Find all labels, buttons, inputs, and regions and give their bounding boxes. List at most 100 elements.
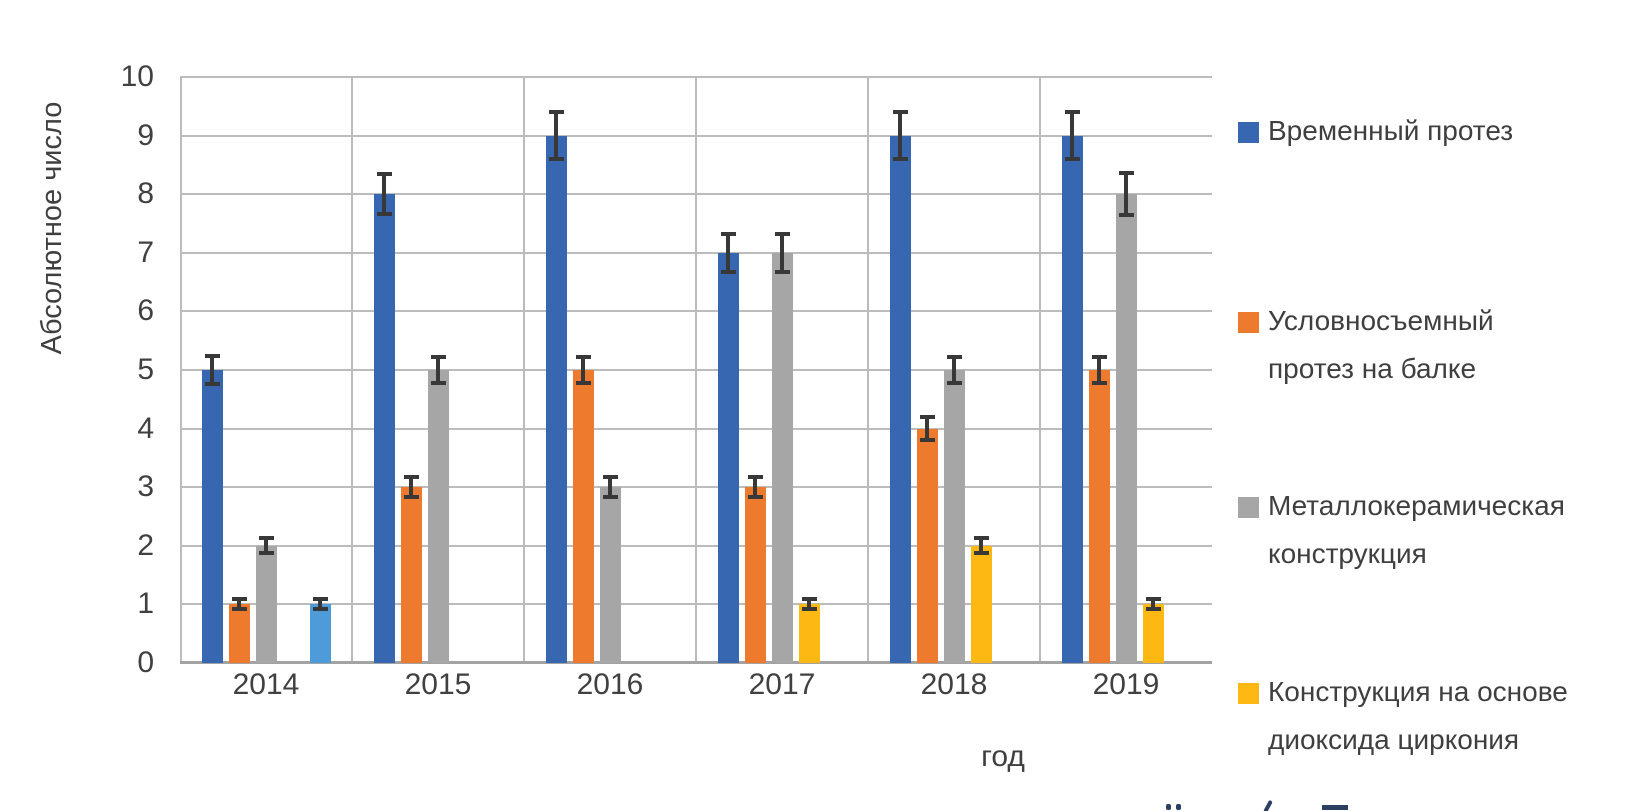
legend-item-konstrukciya-na-osnove-dioksida-cirkoniya: Конструкция на основе диоксида циркония <box>1238 668 1568 764</box>
error-bar-vremennyj-protez-2016 <box>548 110 564 161</box>
caption-fragment-mark <box>1322 805 1348 810</box>
error-bar-metallokeramicheskaya-konstrukciya-2018 <box>946 354 962 386</box>
error-bar-cap <box>774 269 790 274</box>
error-bar-stem <box>898 112 902 159</box>
y-tick-label: 5 <box>137 353 154 386</box>
bar-vremennyj-protez-2015 <box>373 194 395 663</box>
error-bar-cap <box>548 156 564 161</box>
error-bar-stem <box>753 477 757 497</box>
error-bar-konstrukciya-na-osnove-dioksida-cirkoniya-2017 <box>801 597 817 612</box>
error-bar-uslovnosemnyj-protez-na-balke-2018 <box>919 415 935 443</box>
error-bar-stem <box>210 356 214 384</box>
error-bar-cap <box>312 607 328 612</box>
legend-label-uslovnosemnyj-protez-na-balke: Условносъемный протез на балке <box>1268 305 1494 384</box>
error-bar-cap <box>1145 607 1161 612</box>
caption-fragment-mark <box>1176 804 1181 810</box>
y-tick-label: 3 <box>137 470 154 504</box>
legend-swatch-metallokeramicheskaya-konstrukciya <box>1238 497 1259 518</box>
x-tick-label: 2016 <box>576 668 644 701</box>
error-bar-konstrukciya-na-osnove-dioksida-cirkoniya-2019 <box>1145 597 1161 612</box>
error-bar-vremennyj-protez-2018 <box>892 110 908 161</box>
error-bar-stem <box>608 477 612 497</box>
y-axis-ticks: 0 1 2 3 4 5 6 7 8 9 10 <box>0 0 154 811</box>
x-axis-title: год <box>981 740 1025 773</box>
error-bar-uslovnosemnyj-protez-na-balke-2017 <box>747 475 763 499</box>
x-tick-label: 2018 <box>920 668 988 701</box>
y-tick-label: 0 <box>137 646 154 679</box>
error-bar-stem <box>382 173 386 215</box>
bar-konstrukciya-na-osnove-dioksida-cirkoniya-2018 <box>970 545 992 663</box>
y-tick-label: 1 <box>137 587 154 621</box>
bar-vremennyj-protez-2016 <box>545 135 567 663</box>
y-tick-label: 4 <box>137 411 154 445</box>
bar-vremennyj-protez-2017 <box>717 252 739 663</box>
bar-metallokeramicheskaya-konstrukciya-2014 <box>255 545 277 663</box>
error-bar-cap <box>403 494 419 499</box>
legend-label-vremennyj-protez: Временный протез <box>1268 115 1514 146</box>
legend-item-uslovnosemnyj-protez-na-balke: Условносъемный протез на балке <box>1238 297 1494 393</box>
error-bar-vremennyj-protez-2017 <box>720 231 736 274</box>
x-axis-line <box>180 661 1212 664</box>
error-bar-cap <box>1091 381 1107 386</box>
error-bar-cap <box>231 607 247 612</box>
gridline-vertical <box>523 77 525 663</box>
error-bar-cap <box>1064 156 1080 161</box>
error-bar-stem <box>1097 356 1101 384</box>
error-bar-uslovnosemnyj-protez-na-balke-2019 <box>1091 354 1107 386</box>
error-bar-stem <box>726 233 730 272</box>
error-bar-uslovnosemnyj-protez-na-balke-2016 <box>575 354 591 386</box>
error-bar-vremennyj-protez-2014 <box>204 354 220 386</box>
error-bar-stem <box>264 538 268 554</box>
error-bar-stem <box>554 112 558 159</box>
error-bar-stem <box>979 538 983 554</box>
bar-metallokeramicheskaya-konstrukciya-2016 <box>599 487 621 663</box>
y-tick-label: 6 <box>137 294 154 328</box>
error-bar-stem <box>409 477 413 497</box>
error-bar-metallokeramicheskaya-konstrukciya-2019 <box>1118 171 1134 218</box>
error-bar-uslovnosemnyj-protez-na-balke-2014 <box>231 597 247 612</box>
error-bar-cap <box>919 438 935 443</box>
x-tick-label: 2019 <box>1092 668 1160 701</box>
error-bar-cap <box>1118 213 1134 218</box>
bar-uslovnosemnyj-protez-na-balke-2019 <box>1088 370 1110 663</box>
bar-uslovnosemnyj-protez-na-balke-2018 <box>916 428 938 663</box>
y-axis-line <box>180 77 182 663</box>
legend-item-metallokeramicheskaya-konstrukciya: Металлокерамическая конструкция <box>1238 482 1565 578</box>
error-bar-metallokeramicheskaya-konstrukciya-2014 <box>258 536 274 556</box>
x-tick-label: 2015 <box>404 668 472 701</box>
bar-konstrukciya-na-osnove-dioksida-cirkoniya-2017 <box>798 604 820 663</box>
error-bar-stem <box>925 417 929 441</box>
gridline-vertical <box>1039 77 1041 663</box>
legend-swatch-vremennyj-protez <box>1238 122 1259 143</box>
bar-uslovnosemnyj-protez-na-balke-2016 <box>572 370 594 663</box>
error-bar-stem <box>780 233 784 272</box>
bar-unlabeled-series-5-2014 <box>309 604 331 663</box>
caption-fragment-mark <box>1166 804 1171 810</box>
error-bar-cap <box>720 269 736 274</box>
y-tick-label: 8 <box>137 177 154 211</box>
y-tick-label: 2 <box>137 528 154 562</box>
gridline-vertical <box>867 77 869 663</box>
error-bar-metallokeramicheskaya-konstrukciya-2016 <box>602 475 618 499</box>
error-bar-cap <box>602 494 618 499</box>
legend-label-metallokeramicheskaya-konstrukciya: Металлокерамическая конструкция <box>1268 490 1565 569</box>
caption-fragment-mark <box>1263 799 1273 811</box>
error-bar-cap <box>376 212 392 217</box>
gridline-vertical <box>695 77 697 663</box>
bar-uslovnosemnyj-protez-na-balke-2014 <box>228 604 250 663</box>
legend-label-konstrukciya-na-osnove-dioksida-cirkoniya: Конструкция на основе диоксида циркония <box>1268 676 1568 755</box>
bar-metallokeramicheskaya-konstrukciya-2019 <box>1115 194 1137 663</box>
y-tick-label: 9 <box>137 118 154 152</box>
error-bar-stem <box>237 599 241 610</box>
bar-vremennyj-protez-2014 <box>201 370 223 663</box>
legend-swatch-uslovnosemnyj-protez-na-balke <box>1238 312 1259 333</box>
bar-vremennyj-protez-2019 <box>1061 135 1083 663</box>
error-bar-unlabeled-series-5-2014 <box>312 597 328 612</box>
error-bar-stem <box>1151 599 1155 610</box>
error-bar-cap <box>430 381 446 386</box>
error-bar-cap <box>892 156 908 161</box>
error-bar-stem <box>1070 112 1074 159</box>
bar-uslovnosemnyj-protez-na-balke-2015 <box>400 487 422 663</box>
error-bar-cap <box>747 494 763 499</box>
